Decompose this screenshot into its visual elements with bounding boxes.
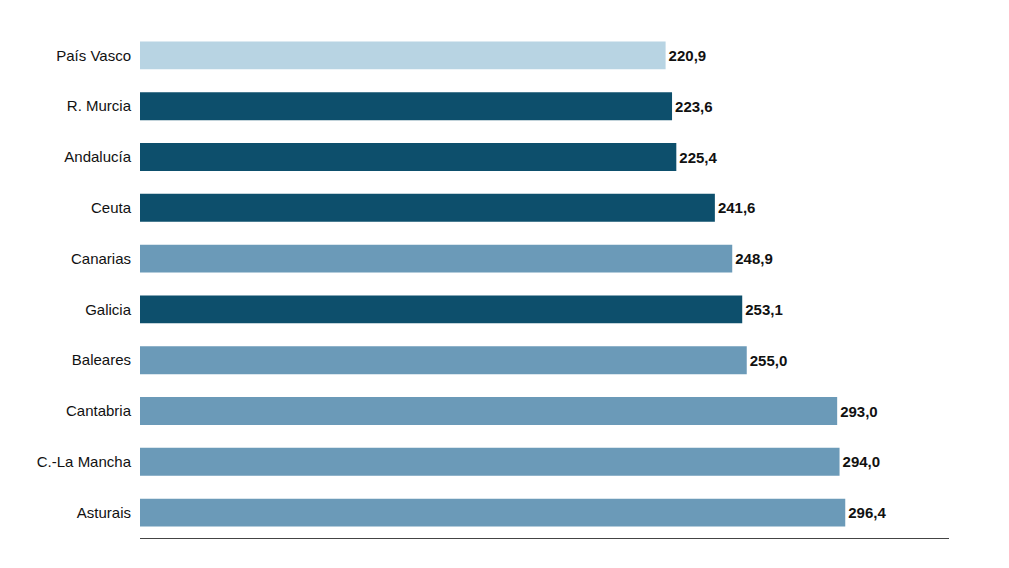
svg-text:253,1: 253,1 <box>745 301 783 318</box>
svg-text:Andalucía: Andalucía <box>64 148 131 165</box>
svg-text:296,4: 296,4 <box>848 504 886 521</box>
svg-text:R. Murcia: R. Murcia <box>67 97 132 114</box>
svg-text:241,6: 241,6 <box>718 199 756 216</box>
svg-text:Ceuta: Ceuta <box>91 199 132 216</box>
svg-text:248,9: 248,9 <box>735 250 773 267</box>
svg-text:Baleares: Baleares <box>72 351 131 368</box>
svg-text:220,9: 220,9 <box>669 47 707 64</box>
svg-text:225,4: 225,4 <box>679 149 717 166</box>
svg-text:Galicia: Galicia <box>85 301 132 318</box>
svg-text:Cantabria: Cantabria <box>66 402 132 419</box>
svg-text:294,0: 294,0 <box>843 453 881 470</box>
svg-text:255,0: 255,0 <box>750 352 788 369</box>
svg-text:Asturais: Asturais <box>77 504 131 521</box>
svg-text:C.-La Mancha: C.-La Mancha <box>37 453 132 470</box>
svg-text:Canarias: Canarias <box>71 250 131 267</box>
svg-text:País Vasco: País Vasco <box>56 47 131 64</box>
svg-text:293,0: 293,0 <box>840 403 878 420</box>
svg-text:223,6: 223,6 <box>675 98 713 115</box>
